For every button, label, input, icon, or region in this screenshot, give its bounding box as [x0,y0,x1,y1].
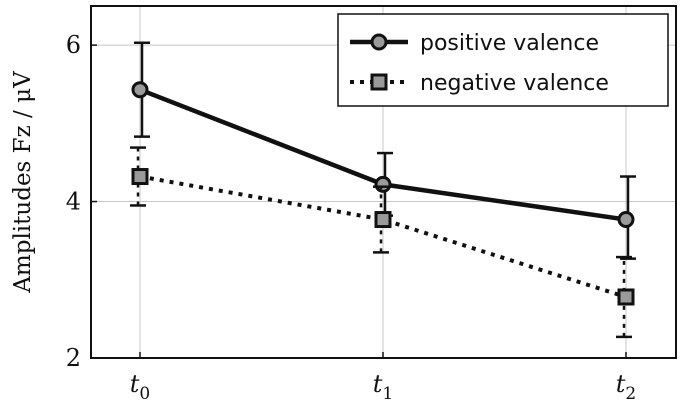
legend-label: positive valence [420,31,599,56]
y-axis-label: Amplitudes Fz / μV [10,71,36,294]
data-point [617,288,635,306]
data-point [131,168,149,186]
y-tick-label: 6 [66,31,81,59]
legend-marker [370,73,388,91]
x-tick-label: t2 [616,370,636,404]
series-negative-valence [130,146,635,339]
y-tick-label: 4 [66,188,81,216]
axis-ticks: 2 4 6 t0 t1 t2 [66,31,637,404]
x-tick-label: t0 [130,370,150,404]
data-point [617,211,635,229]
y-tick-label: 2 [66,344,81,372]
data-point [131,81,149,99]
data-point [374,211,392,229]
series-positive-valence [131,41,636,260]
x-tick-label: t1 [373,370,393,404]
legend: positive valence negative valence [337,13,669,107]
data-point [374,175,392,193]
series-line [139,174,627,299]
legend-label: negative valence [420,71,609,96]
legend-marker [370,33,388,51]
legend-box [337,13,669,107]
series-layer [130,41,636,339]
